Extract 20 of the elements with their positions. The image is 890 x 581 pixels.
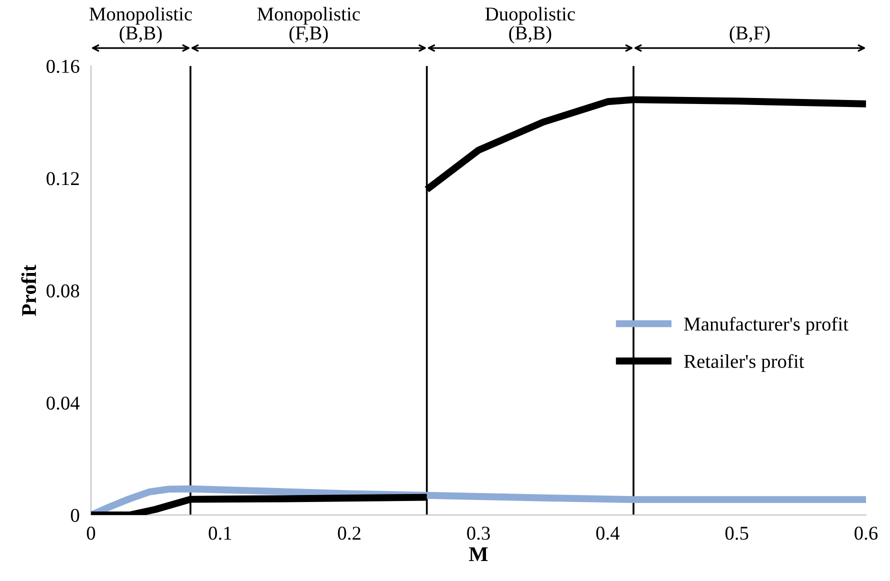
y-tick-label: 0.12	[46, 172, 79, 186]
legend-label: Retailer's profit	[684, 354, 804, 372]
text: Monopolistic (F,B)	[257, 6, 360, 44]
x-tick-label: 0.3	[467, 526, 490, 540]
y-tick-label: 0.16	[46, 60, 80, 74]
text: Duopolistic (B,B)	[485, 6, 575, 44]
y-tick-label: 0.04	[46, 396, 80, 410]
text: (B,F)	[730, 26, 770, 44]
x-tick-label: 0	[86, 526, 96, 540]
x-axis-title: M	[469, 547, 488, 561]
y-tick-label: 0	[70, 508, 80, 522]
text: Monopolistic (B,B)	[89, 6, 192, 44]
x-tick-label: 0.4	[596, 526, 620, 540]
y-tick-label: 0.08	[46, 284, 80, 298]
x-tick-label: 0.6	[854, 526, 878, 540]
x-tick-label: 0.1	[208, 526, 232, 540]
legend-label: Manufacturer's profit	[684, 316, 848, 335]
y-axis-title: Profit	[21, 264, 36, 316]
x-tick-label: 0.2	[338, 526, 360, 540]
x-tick-label: 0.5	[725, 526, 748, 540]
